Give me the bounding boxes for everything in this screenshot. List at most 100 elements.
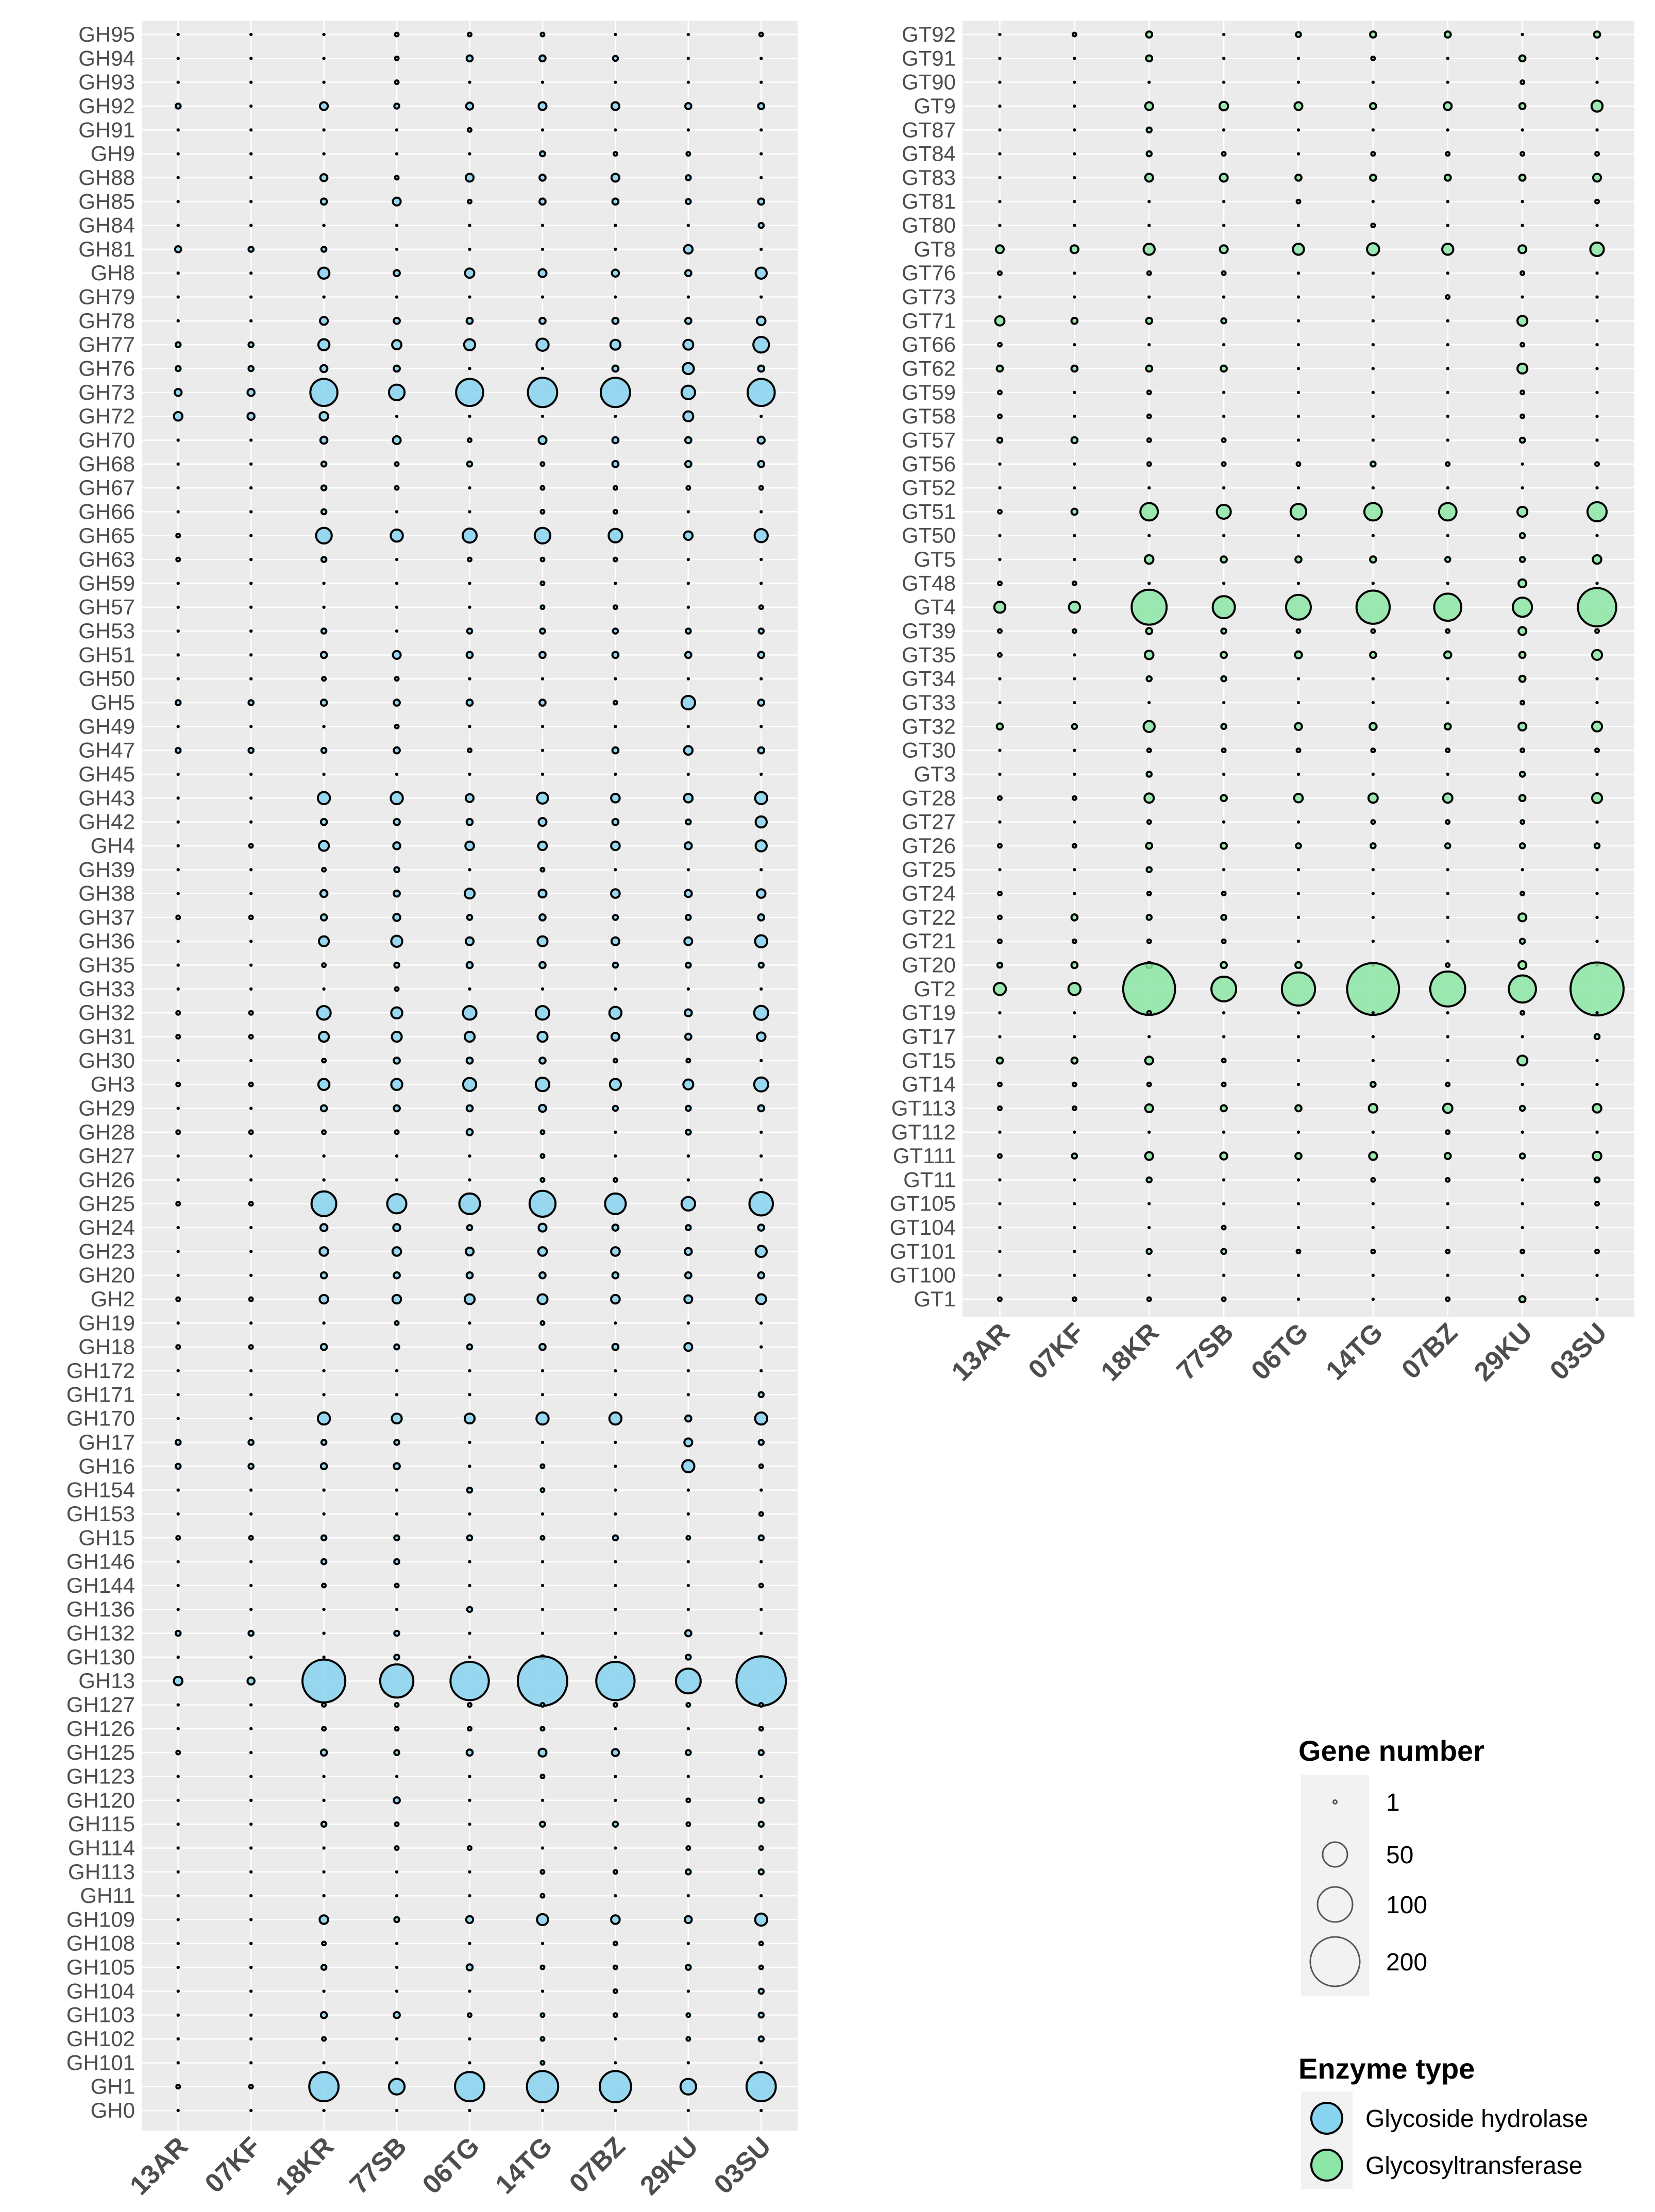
bubble-point: [754, 1245, 768, 1258]
zero-point: [759, 1178, 763, 1182]
bubble-point: [1295, 1248, 1302, 1254]
bubble-point: [174, 699, 182, 706]
zero-point: [249, 224, 253, 227]
zero-point: [176, 462, 180, 466]
zero-point: [249, 1178, 253, 1182]
zero-point: [322, 1393, 326, 1397]
zero-point: [176, 80, 180, 84]
bubble-point: [1519, 79, 1526, 86]
zero-point: [249, 1321, 253, 1325]
bubble-point: [534, 1005, 551, 1021]
bubble-point: [757, 1987, 765, 1995]
bubble-point: [682, 410, 695, 422]
y-tick-label: GH16: [78, 1454, 135, 1478]
zero-point: [176, 820, 180, 824]
zero-point: [1521, 1178, 1524, 1182]
zero-point: [1371, 128, 1375, 132]
bubble-point: [1292, 243, 1305, 256]
zero-point: [249, 1846, 253, 1850]
zero-point: [1595, 534, 1599, 537]
zero-point: [1073, 748, 1076, 752]
bubble-point: [1130, 588, 1168, 626]
x-tick-label: 13AR: [946, 1317, 1016, 1387]
bubble-point: [612, 700, 618, 706]
zero-point: [176, 963, 180, 967]
zero-point: [998, 104, 1002, 108]
bubble-point: [1221, 891, 1227, 897]
zero-point: [176, 32, 180, 37]
bubble-point: [1071, 580, 1077, 586]
y-tick-label: GT39: [902, 619, 956, 643]
bubble-point: [997, 628, 1003, 634]
zero-point: [1595, 701, 1599, 705]
zero-point: [759, 57, 763, 60]
bubble-point: [1442, 792, 1454, 804]
zero-point: [176, 1727, 180, 1731]
zero-point: [176, 2061, 180, 2065]
zero-point: [1296, 128, 1301, 132]
bubble-point: [757, 1439, 765, 1446]
bubble-point: [685, 1224, 692, 1231]
zero-point: [249, 534, 253, 537]
zero-point: [249, 2061, 253, 2065]
zero-point: [176, 2108, 180, 2113]
zero-point: [614, 1798, 617, 1802]
y-tick-label: GH154: [66, 1478, 135, 1502]
bubble-point: [1145, 914, 1153, 921]
bubble-point: [997, 843, 1003, 849]
bubble-point: [535, 337, 550, 352]
bubble-point: [394, 79, 400, 86]
bubble-point: [758, 1964, 764, 1970]
zero-point: [686, 2061, 690, 2065]
bubble-point: [1144, 101, 1154, 111]
y-tick-label: GH109: [66, 1907, 135, 1931]
bubble-point: [465, 1056, 474, 1065]
bubble-point: [1221, 437, 1227, 443]
bubble-point: [681, 1459, 696, 1474]
bubble-point: [612, 1820, 619, 1828]
bubble-point: [1517, 721, 1528, 731]
zero-point: [468, 80, 471, 84]
y-tick-label: GH81: [78, 237, 135, 261]
bubble-point: [1433, 592, 1463, 622]
bubble-point: [757, 2035, 765, 2043]
bubble-point: [997, 1296, 1003, 1302]
bubble-point: [995, 1056, 1004, 1065]
bubble-point: [175, 914, 181, 921]
bubble-point: [1294, 722, 1303, 731]
zero-point: [249, 820, 253, 824]
y-tick-label: GH42: [78, 810, 135, 834]
zero-point: [1446, 319, 1449, 323]
bubble-point: [248, 1081, 254, 1087]
bubble-point: [1219, 244, 1229, 254]
bubble-point: [538, 316, 547, 325]
bubble-point: [997, 508, 1003, 515]
bubble-point: [685, 1129, 692, 1136]
zero-point: [759, 1321, 763, 1325]
zero-point: [322, 128, 326, 132]
zero-point: [395, 2108, 399, 2113]
y-tick-label: GT52: [902, 475, 956, 500]
zero-point: [541, 1560, 545, 1563]
bubble-point: [1519, 270, 1526, 276]
zero-point: [1073, 1226, 1076, 1230]
zero-point: [249, 772, 253, 776]
bubble-point: [1593, 30, 1601, 39]
y-tick-label: GT32: [902, 714, 956, 738]
bubble-point: [679, 2078, 698, 2096]
bubble-point: [536, 1293, 549, 1305]
y-tick-label: GH136: [66, 1597, 135, 1621]
zero-point: [322, 1154, 326, 1158]
zero-point: [998, 1226, 1002, 1230]
zero-point: [1147, 582, 1151, 585]
zero-point: [1446, 128, 1449, 132]
bubble-point: [516, 1655, 568, 1707]
bubble-point: [539, 461, 546, 467]
zero-point: [1521, 486, 1524, 490]
bubble-point: [465, 1748, 474, 1757]
zero-point: [998, 32, 1002, 37]
zero-point: [1073, 1130, 1076, 1134]
bubble-point: [1429, 970, 1466, 1008]
bubble-point: [754, 266, 768, 280]
zero-point: [176, 725, 180, 728]
